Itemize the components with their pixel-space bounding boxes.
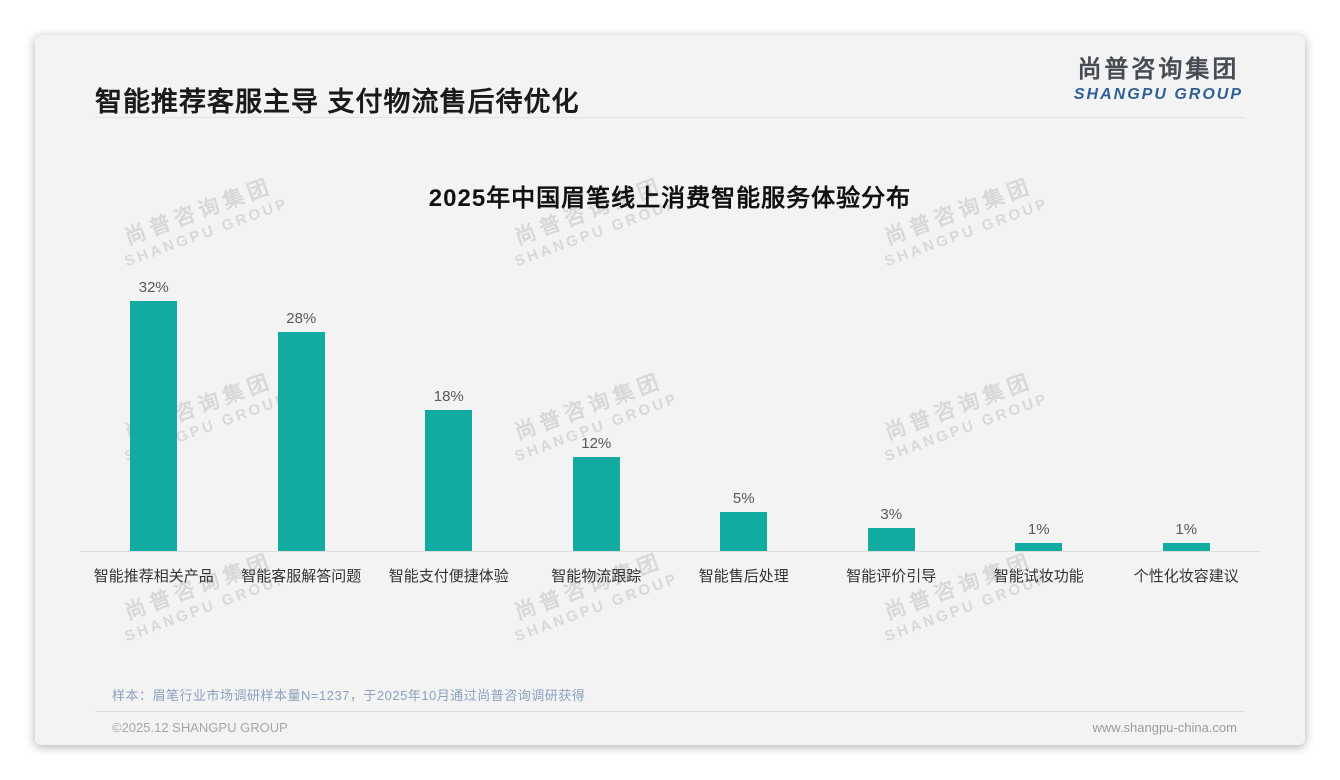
category-label: 个性化妆容建议 [1133, 568, 1239, 585]
watermark: 尚普咨询集团 SHANGPU GROUP [502, 542, 681, 645]
chart-column: 1% [1113, 261, 1261, 551]
header-divider [95, 117, 1245, 118]
bar-value-label: 32% [138, 279, 169, 296]
bar [425, 410, 473, 551]
chart-column: 18% [375, 261, 523, 551]
bar-value-label: 18% [433, 388, 464, 405]
bar [720, 512, 768, 551]
plot-area: 32% 28% 18% 12% 5% 3% 1% 1% [80, 261, 1260, 551]
chart-column: 3% [818, 261, 966, 551]
chart-column: 5% [670, 261, 818, 551]
page-title: 智能推荐客服主导 支付物流售后待优化 [95, 87, 580, 117]
company-logo: 尚普咨询集团 SHANGPU GROUP [1074, 55, 1243, 105]
bar-value-label: 12% [581, 435, 612, 452]
bar-value-label: 1% [1175, 521, 1198, 538]
website-url: www.shangpu-china.com [1092, 720, 1237, 735]
bar-value-label: 1% [1027, 521, 1050, 538]
category-label: 智能推荐相关产品 [93, 568, 214, 585]
chart-column: 28% [228, 261, 376, 551]
watermark: 尚普咨询集团 SHANGPU GROUP [872, 542, 1051, 645]
slide-card: 尚普咨询集团 SHANGPU GROUP 尚普咨询集团 SHANGPU GROUP 尚普… [35, 35, 1305, 745]
sample-footnote: 样本：眉笔行业市场调研样本量N=1237，于2025年10月通过尚普咨询调研获得 [112, 688, 586, 703]
bar-value-label: 5% [732, 490, 755, 507]
chart-title: 2025年中国眉笔线上消费智能服务体验分布 [428, 185, 912, 212]
category-label: 智能物流跟踪 [551, 568, 642, 585]
logo-english-text: SHANGPU GROUP [1073, 86, 1243, 103]
category-label: 智能试妆功能 [993, 568, 1084, 585]
chart-column: 32% [80, 261, 228, 551]
chart-column: 12% [523, 261, 671, 551]
category-label: 智能客服解答问题 [241, 568, 362, 585]
bar-value-label: 28% [286, 310, 317, 327]
bar-value-label: 3% [880, 506, 903, 523]
bar [1162, 543, 1210, 551]
footer-divider [95, 711, 1245, 712]
copyright-text: ©2025.12 SHANGPU GROUP [112, 720, 288, 735]
logo-chinese-text: 尚普咨询集团 [1077, 56, 1240, 83]
bar [572, 457, 620, 551]
category-label: 智能售后处理 [698, 568, 789, 585]
bar [277, 332, 325, 551]
chart-column: 1% [965, 261, 1113, 551]
watermark: 尚普咨询集团 SHANGPU GROUP [112, 542, 291, 645]
category-label: 智能支付便捷体验 [388, 568, 509, 585]
category-axis: 智能推荐相关产品 智能客服解答问题 智能支付便捷体验 智能物流跟踪 智能售后处理 智能评价… [80, 565, 1260, 586]
bar [867, 528, 915, 551]
x-axis-line [80, 551, 1260, 552]
bar [1015, 543, 1063, 551]
category-label: 智能评价引导 [846, 568, 937, 585]
bar [130, 301, 178, 551]
